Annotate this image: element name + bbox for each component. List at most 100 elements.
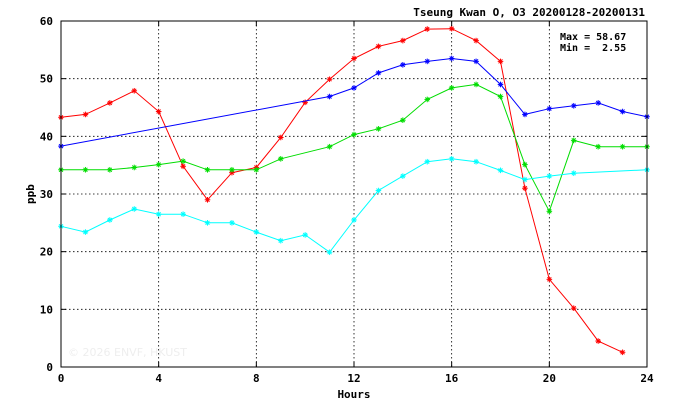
- data-point: [448, 85, 455, 91]
- data-point: [302, 232, 308, 238]
- x-tick-label: 20: [543, 372, 556, 385]
- data-point: [424, 96, 431, 103]
- marker-stroke: [327, 249, 332, 255]
- data-point: [204, 166, 211, 173]
- data-point: [155, 211, 162, 217]
- data-point: [522, 176, 528, 183]
- data-point: [497, 93, 504, 100]
- y-axis-label: ppb: [24, 184, 37, 204]
- marker-stroke: [376, 188, 381, 193]
- marker-stroke: [400, 62, 406, 68]
- marker-stroke: [83, 112, 88, 117]
- grid-lines: [61, 21, 647, 367]
- ticks-layer: 0 4 8 12 16 20 24 0 10 20 30 40 50 60: [40, 15, 654, 385]
- data-point: [497, 58, 504, 65]
- data-point: [155, 108, 162, 115]
- max-stat: Max = 58.67: [560, 32, 626, 43]
- data-point: [107, 217, 113, 223]
- marker-stroke: [473, 159, 479, 165]
- marker-stroke: [351, 85, 357, 91]
- data-point: [424, 26, 431, 32]
- marker-stroke: [278, 238, 284, 244]
- marker-stroke: [205, 197, 210, 203]
- marker-stroke: [278, 156, 284, 162]
- marker-stroke: [473, 82, 479, 87]
- marker-stroke: [327, 76, 332, 82]
- marker-stroke: [327, 144, 332, 150]
- x-tick-label: 12: [347, 372, 360, 385]
- data-point: [229, 166, 235, 173]
- marker-stroke: [449, 156, 454, 162]
- marker-stroke: [473, 59, 479, 64]
- marker-stroke: [547, 173, 552, 179]
- y-tick-label: 0: [46, 361, 53, 374]
- series-0: [58, 25, 626, 356]
- data-point: [522, 161, 528, 168]
- data-point: [619, 349, 626, 356]
- data-point: [326, 93, 333, 100]
- series-2: [58, 81, 650, 215]
- marker-stroke: [522, 185, 528, 191]
- data-point: [131, 206, 138, 212]
- data-point: [131, 87, 138, 94]
- marker-stroke: [376, 126, 381, 132]
- data-point: [326, 76, 333, 83]
- data-point: [570, 305, 577, 311]
- series-line: [61, 83, 647, 213]
- data-point: [595, 100, 601, 106]
- marker-stroke: [156, 109, 161, 114]
- series-layer: [58, 25, 650, 356]
- data-point: [595, 143, 601, 150]
- marker-stroke: [522, 177, 528, 182]
- data-point: [107, 166, 113, 173]
- marker-stroke: [131, 206, 137, 212]
- marker-stroke: [229, 220, 235, 226]
- marker-stroke: [547, 277, 552, 282]
- watermark-layer: © 2026 ENVF, HKUST: [68, 346, 187, 359]
- marker-stroke: [351, 132, 357, 137]
- data-point: [253, 229, 260, 235]
- data-point: [546, 105, 553, 112]
- watermark: © 2026 ENVF, HKUST: [68, 346, 187, 359]
- data-point: [155, 161, 162, 168]
- marker-stroke: [156, 162, 161, 167]
- x-tick-label: 4: [155, 372, 162, 385]
- marker-stroke: [571, 138, 577, 143]
- marker-stroke: [424, 26, 430, 32]
- data-point: [204, 196, 211, 203]
- marker-stroke: [278, 135, 284, 140]
- data-point: [82, 229, 89, 235]
- y-tick-label: 20: [40, 246, 53, 259]
- data-point: [546, 173, 553, 179]
- data-point: [229, 220, 235, 226]
- data-point: [497, 167, 504, 174]
- data-point: [326, 143, 333, 150]
- data-point: [82, 166, 89, 173]
- marker-stroke: [131, 165, 137, 170]
- marker-stroke: [107, 217, 113, 223]
- marker-stroke: [473, 38, 479, 43]
- marker-stroke: [571, 305, 577, 311]
- y-tick-label: 30: [40, 188, 53, 201]
- data-point: [570, 137, 577, 144]
- marker-stroke: [376, 70, 381, 76]
- data-point: [351, 85, 357, 91]
- data-point: [595, 338, 601, 344]
- data-point: [448, 55, 455, 62]
- marker-stroke: [180, 164, 186, 169]
- min-stat: Min = 2.55: [560, 42, 626, 54]
- marker-stroke: [424, 59, 430, 64]
- marker-stroke: [449, 56, 454, 61]
- data-point: [131, 164, 138, 171]
- marker-stroke: [620, 349, 625, 355]
- data-point: [473, 58, 479, 65]
- data-point: [82, 111, 89, 118]
- data-point: [473, 37, 479, 44]
- data-point: [424, 158, 431, 165]
- data-point: [546, 276, 553, 283]
- data-point: [375, 70, 382, 76]
- data-point: [570, 102, 577, 109]
- chart-title: Tseung Kwan O, O3 20200128-20200131: [413, 6, 645, 19]
- data-point: [448, 156, 455, 162]
- marker-stroke: [449, 85, 454, 91]
